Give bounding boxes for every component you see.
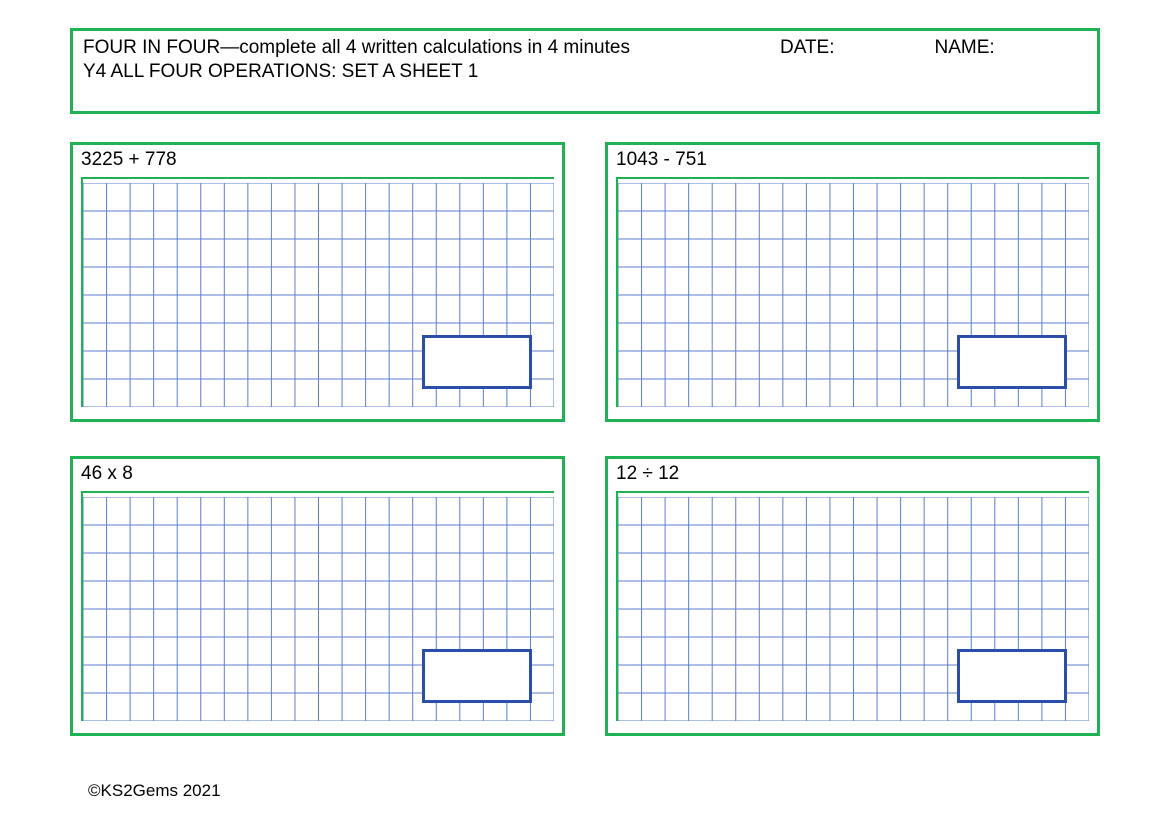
- problem-box-2: 1043 - 751: [605, 142, 1100, 422]
- problem-text: 46 x 8: [81, 463, 554, 485]
- header-subtitle: Y4 ALL FOUR OPERATIONS: SET A SHEET 1: [83, 61, 1087, 83]
- problem-text: 1043 - 751: [616, 149, 1089, 171]
- problems-grid: 3225 + 778 1043 - 751 46 x 8 12 ÷ 12: [70, 142, 1100, 736]
- problem-box-3: 46 x 8: [70, 456, 565, 736]
- header-name-label: NAME:: [935, 37, 995, 59]
- problem-text: 3225 + 778: [81, 149, 554, 171]
- problem-text: 12 ÷ 12: [616, 463, 1089, 485]
- footer-copyright: ©KS2Gems 2021: [88, 781, 221, 801]
- problem-box-1: 3225 + 778: [70, 142, 565, 422]
- worksheet-header: FOUR IN FOUR—complete all 4 written calc…: [70, 28, 1100, 114]
- header-title: FOUR IN FOUR—complete all 4 written calc…: [83, 37, 630, 59]
- answer-box[interactable]: [422, 335, 532, 389]
- answer-box[interactable]: [957, 335, 1067, 389]
- header-date-label: DATE:: [780, 37, 835, 59]
- answer-box[interactable]: [957, 649, 1067, 703]
- answer-box[interactable]: [422, 649, 532, 703]
- problem-box-4: 12 ÷ 12: [605, 456, 1100, 736]
